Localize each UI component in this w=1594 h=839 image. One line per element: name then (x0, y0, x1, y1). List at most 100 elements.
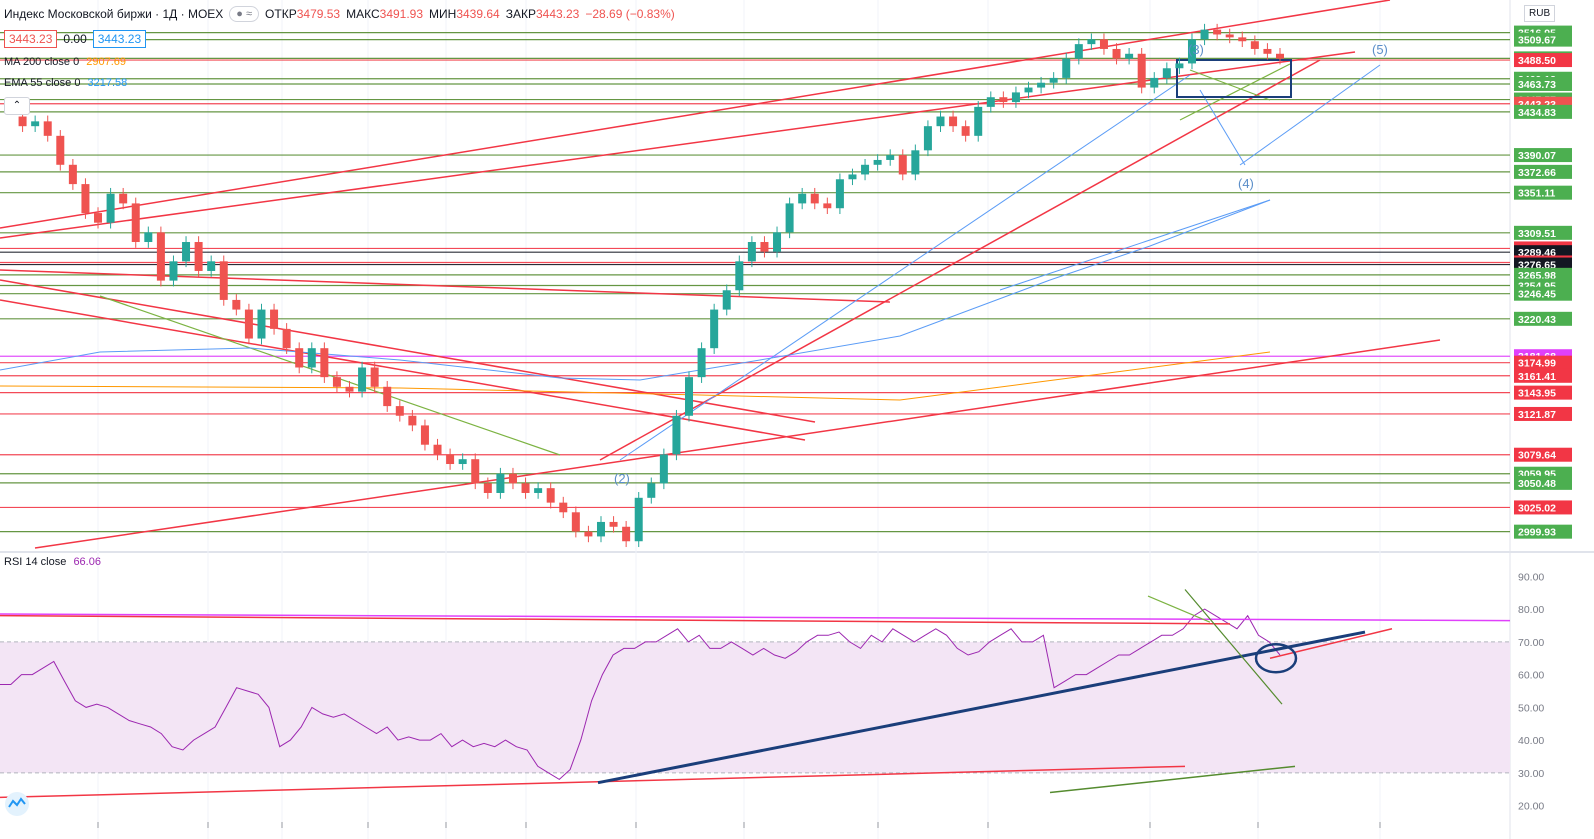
price-axis-label-bg (1514, 385, 1572, 400)
candle-body (1011, 92, 1020, 103)
ma-legend[interactable]: MA 200 close 0 2907.69 (4, 56, 126, 68)
close-label: ЗАКР (505, 7, 536, 21)
candle-body (873, 159, 882, 165)
price-axis-label: 3220.43 (1518, 314, 1556, 326)
rsi-axis-label: 20.00 (1518, 801, 1544, 813)
candle-body (1162, 68, 1171, 78)
candle-body (320, 348, 329, 378)
candle-body (219, 261, 228, 300)
rsi-resistance-line (0, 613, 1511, 622)
candle-body (307, 348, 316, 368)
price-axis-label: 3174.99 (1518, 358, 1556, 370)
close-value: 3443.23 (535, 7, 580, 21)
candle-body (119, 193, 128, 204)
red-trendline (0, 299, 806, 441)
price-axis-label-bg (1514, 164, 1572, 179)
rsi-label: RSI 14 close (4, 556, 67, 568)
tradingview-logo-icon[interactable] (5, 792, 29, 816)
price-axis-label: 3121.87 (1518, 409, 1556, 421)
candle-body (1049, 77, 1058, 83)
candle-body (911, 150, 920, 175)
candle-body (823, 203, 832, 209)
rsi-axis-label: 90.00 (1518, 571, 1544, 583)
candle-body (56, 135, 65, 165)
rsi-red-short (1269, 628, 1393, 659)
wave-label: (3) (1188, 42, 1204, 57)
rsi-highlight-circle (1254, 643, 1298, 674)
price-axis-label-bg (1514, 447, 1572, 462)
rsi-path (0, 608, 1281, 781)
candle-body (1187, 39, 1196, 64)
candle-body (1276, 53, 1284, 59)
candle-body (496, 473, 505, 493)
price-axis-label-bg (1514, 311, 1572, 326)
candle-body (446, 454, 455, 465)
price-axis-label-bg (1514, 406, 1572, 421)
candle-body (722, 290, 731, 310)
sell-price[interactable]: 3443.23 (4, 30, 58, 48)
candle-body (685, 377, 694, 416)
candle-body (169, 261, 178, 281)
candle-body (18, 116, 27, 127)
red-trendline (0, 0, 1391, 229)
candle-body (420, 425, 429, 445)
rsi-axis-label: 30.00 (1518, 768, 1544, 780)
price-axis-label: 3434.83 (1518, 107, 1556, 119)
candle-body (848, 174, 857, 180)
candle-body (182, 242, 191, 262)
ma-value: 2907.69 (86, 56, 127, 68)
price-axis-label-bg (1514, 267, 1572, 282)
rsi-legend[interactable]: RSI 14 close 66.06 (4, 556, 101, 568)
buy-price[interactable]: 3443.23 (92, 30, 147, 48)
candle-body (546, 488, 555, 503)
candle-body (773, 232, 782, 252)
price-axis-label-bg (1514, 355, 1572, 370)
ema-value: 3217.58 (87, 77, 128, 89)
price-axis-label: 2999.93 (1518, 527, 1556, 539)
ma-path (0, 351, 1271, 401)
rsi-axis-label: 70.00 (1518, 637, 1544, 649)
candle-body (458, 459, 467, 465)
symbol-title[interactable]: Индекс Московской биржи · 1Д · MOEX (4, 7, 224, 21)
eye-toggle-pill[interactable]: ● ≈ (229, 6, 260, 22)
candle-body (207, 261, 216, 271)
candle-body (697, 348, 706, 378)
red-trendline (0, 269, 891, 303)
rsi-green-support (1049, 765, 1296, 794)
rsi-axis-label: 60.00 (1518, 670, 1544, 682)
candle-body (257, 309, 266, 339)
candle-body (131, 203, 140, 243)
high-value: 3491.93 (379, 7, 424, 21)
candle-body (659, 454, 668, 484)
rsi-trendline (597, 630, 1366, 785)
candle-body (1062, 58, 1071, 78)
green-trendline (99, 295, 561, 456)
price-axis-label-bg (1514, 225, 1572, 240)
ema-legend[interactable]: EMA 55 close 0 3217.58 (4, 77, 127, 89)
candle-body (986, 97, 995, 107)
candle-body (584, 531, 593, 537)
price-axis-label-bg (1514, 368, 1572, 383)
price-axis-label: 3372.66 (1518, 167, 1556, 179)
price-axis-label: 3050.48 (1518, 478, 1556, 490)
price-axis-label-bg (1514, 475, 1572, 490)
candle-body (1112, 48, 1121, 59)
candle-body (244, 309, 253, 339)
currency-badge[interactable]: RUB (1524, 5, 1556, 22)
price-axis-label-bg (1514, 148, 1572, 163)
rsi-red-line (0, 614, 1231, 625)
rsi-green-short (1147, 595, 1211, 623)
collapse-legend-button[interactable]: ⌃ (4, 97, 30, 115)
price-axis-label: 3246.45 (1518, 289, 1556, 301)
spread: 0.00 (63, 32, 87, 46)
ema-label: EMA 55 close 0 (4, 77, 81, 89)
price-row: 3443.23 0.00 3443.23 (4, 30, 147, 48)
candle-body (999, 97, 1008, 103)
candle-body (923, 126, 932, 151)
price-axis-label-bg (1514, 286, 1572, 301)
candle-body (521, 483, 530, 493)
rsi-green-down (1184, 589, 1283, 705)
candle-body (571, 512, 580, 532)
candle-body (270, 309, 279, 329)
